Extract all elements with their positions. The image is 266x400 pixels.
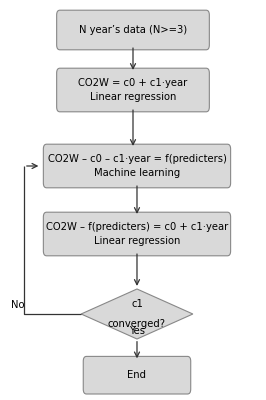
- FancyBboxPatch shape: [43, 212, 231, 256]
- Text: N year’s data (N>=3): N year’s data (N>=3): [79, 25, 187, 35]
- Text: converged?: converged?: [108, 319, 166, 329]
- Text: CO2W – c0 – c1·year = f(predicters)
Machine learning: CO2W – c0 – c1·year = f(predicters) Mach…: [48, 154, 226, 178]
- Text: Yes: Yes: [129, 326, 145, 336]
- Text: CO2W – f(predicters) = c0 + c1·year
Linear regression: CO2W – f(predicters) = c0 + c1·year Line…: [46, 222, 228, 246]
- FancyBboxPatch shape: [43, 144, 231, 188]
- Text: End: End: [127, 370, 147, 380]
- FancyBboxPatch shape: [83, 356, 191, 394]
- Text: No: No: [11, 300, 24, 310]
- Text: c1: c1: [131, 299, 143, 309]
- Polygon shape: [81, 289, 193, 339]
- Text: CO2W = c0 + c1·year
Linear regression: CO2W = c0 + c1·year Linear regression: [78, 78, 188, 102]
- FancyBboxPatch shape: [57, 68, 209, 112]
- FancyBboxPatch shape: [57, 10, 209, 50]
